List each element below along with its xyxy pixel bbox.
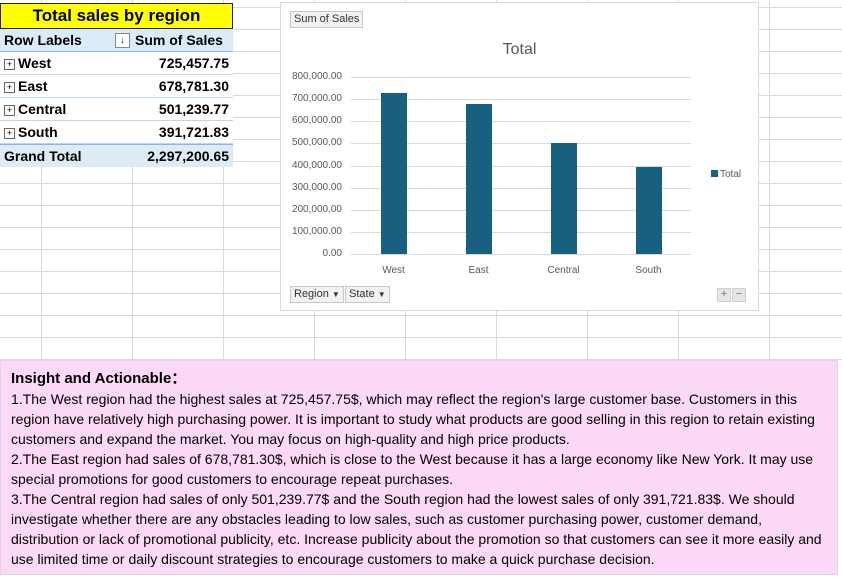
y-tick-label: 100,000.00 <box>291 225 342 237</box>
pivot-row-central[interactable]: + Central 501,239.77 <box>0 98 233 121</box>
gridline <box>351 209 691 211</box>
insight-panel: Insight and Actionable： 1.The West regio… <box>0 360 838 575</box>
row-label: Central <box>18 101 67 117</box>
gridline <box>351 99 691 101</box>
row-label: South <box>18 124 58 140</box>
insight-paragraph-3: 3.The Central region had sales of only 5… <box>11 491 822 567</box>
bar-east[interactable] <box>465 103 492 254</box>
legend-swatch <box>711 170 718 177</box>
pivot-row-east[interactable]: + East 678,781.30 <box>0 75 233 98</box>
grand-total-label: Grand Total <box>4 148 82 164</box>
gridline <box>351 254 691 255</box>
row-value: 501,239.77 <box>158 101 229 117</box>
gridline <box>351 121 691 123</box>
pivot-table: Row Labels ↓ Sum of Sales + West 725,457.… <box>0 29 233 167</box>
pivot-grand-total-row[interactable]: Grand Total 2,297,200.65 <box>0 144 233 167</box>
x-tick-label: West <box>382 265 405 276</box>
pivot-header-row: Row Labels ↓ Sum of Sales <box>0 29 233 52</box>
insight-paragraph-1: 1.The West region had the highest sales … <box>11 391 815 447</box>
region-dropdown-icon: ▼ <box>331 290 340 299</box>
y-tick-label: 500,000.00 <box>291 137 342 149</box>
state-field-label: State <box>349 288 375 300</box>
row-labels-header[interactable]: Row Labels <box>4 32 82 48</box>
row-value: 391,721.83 <box>158 124 229 140</box>
chart-title: Total <box>502 41 537 58</box>
pivot-chart[interactable]: Sum of Sales Total 0.00 100,000.00 200,000… <box>280 2 759 311</box>
state-field-button[interactable]: State ▼ <box>345 286 390 303</box>
gridline <box>351 77 691 78</box>
x-tick-label: East <box>468 265 489 276</box>
gridline <box>351 187 691 189</box>
y-tick-label: 600,000.00 <box>291 115 342 127</box>
x-tick-label: South <box>635 265 662 276</box>
y-tick-label: 300,000.00 <box>291 181 342 193</box>
y-tick-label: 800,000.00 <box>291 71 342 82</box>
gridline <box>351 143 691 145</box>
region-field-button[interactable]: Region ▼ <box>290 286 344 303</box>
pivot-title: Total sales by region <box>0 3 233 29</box>
y-tick-label: 400,000.00 <box>291 159 342 171</box>
gridline <box>351 165 691 167</box>
sum-of-sales-field-button[interactable]: Sum of Sales <box>290 11 364 28</box>
expand-field-icon[interactable]: + <box>717 288 731 302</box>
expand-icon[interactable]: + <box>4 59 15 70</box>
expand-icon[interactable]: + <box>4 105 15 116</box>
y-tick-label: 700,000.00 <box>291 93 342 105</box>
row-label: East <box>18 78 48 94</box>
state-dropdown-icon: ▼ <box>377 290 386 299</box>
region-field-label: Region <box>294 288 329 300</box>
legend-label: Total <box>720 169 742 180</box>
expand-icon[interactable]: + <box>4 82 15 93</box>
bar-central[interactable] <box>550 143 577 254</box>
y-tick-label: 0.00 <box>322 248 342 259</box>
bar-west[interactable] <box>380 93 407 254</box>
row-value: 725,457.75 <box>158 55 229 71</box>
collapse-field-icon[interactable]: − <box>732 288 746 302</box>
grand-total-value: 2,297,200.65 <box>147 148 229 164</box>
row-label: West <box>18 55 52 71</box>
expand-icon[interactable]: + <box>4 128 15 139</box>
gridline <box>351 231 691 233</box>
bar-south[interactable] <box>635 167 662 254</box>
insight-paragraph-2: 2.The East region had sales of 678,781.3… <box>11 451 814 487</box>
sum-of-sales-header[interactable]: Sum of Sales <box>135 32 223 48</box>
pivot-row-south[interactable]: + South 391,721.83 <box>0 121 233 144</box>
y-tick-label: 200,000.00 <box>291 203 342 215</box>
chart-legend[interactable]: Total <box>711 169 741 180</box>
filter-dropdown-icon[interactable]: ↓ <box>115 33 130 48</box>
insight-heading: Insight and Actionable： <box>11 370 187 387</box>
x-tick-label: Central <box>547 265 580 276</box>
pivot-row-west[interactable]: + West 725,457.75 <box>0 52 233 75</box>
row-value: 678,781.30 <box>158 78 229 94</box>
